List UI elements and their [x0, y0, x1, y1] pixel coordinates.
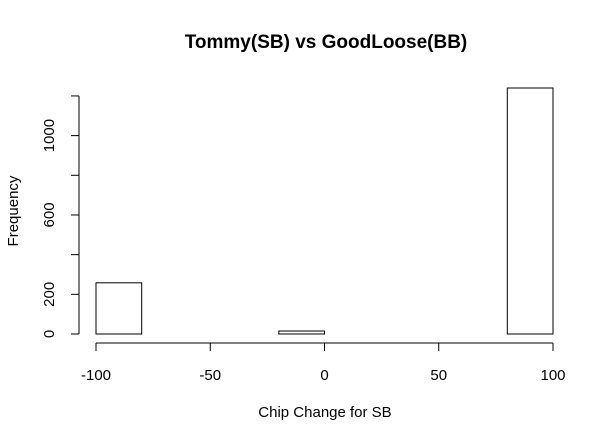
y-tick-label-2: 600 — [41, 202, 58, 227]
y-axis: 0 200 600 1000 — [41, 95, 80, 338]
y-tick-label-3: 1000 — [41, 119, 58, 152]
x-tick-label-0: -100 — [81, 367, 111, 384]
x-tick-label-1: -50 — [199, 367, 221, 384]
histogram-bar-4 — [278, 330, 325, 335]
x-tick-label-2: 0 — [320, 367, 328, 384]
x-axis: -100 -50 0 50 100 — [81, 342, 566, 384]
x-tick-label-4: 100 — [540, 367, 565, 384]
y-tick-label-1: 200 — [41, 282, 58, 307]
x-axis-title: Chip Change for SB — [258, 404, 391, 421]
histogram-bar-0 — [95, 282, 143, 335]
y-tick-label-0: 0 — [41, 330, 58, 338]
y-axis-title: Frequency — [5, 175, 22, 246]
chart-title: Tommy(SB) vs GoodLoose(BB) — [185, 32, 468, 53]
x-tick-label-3: 50 — [430, 367, 447, 384]
histogram-bars — [95, 87, 554, 335]
histogram-bar-9 — [506, 87, 554, 335]
